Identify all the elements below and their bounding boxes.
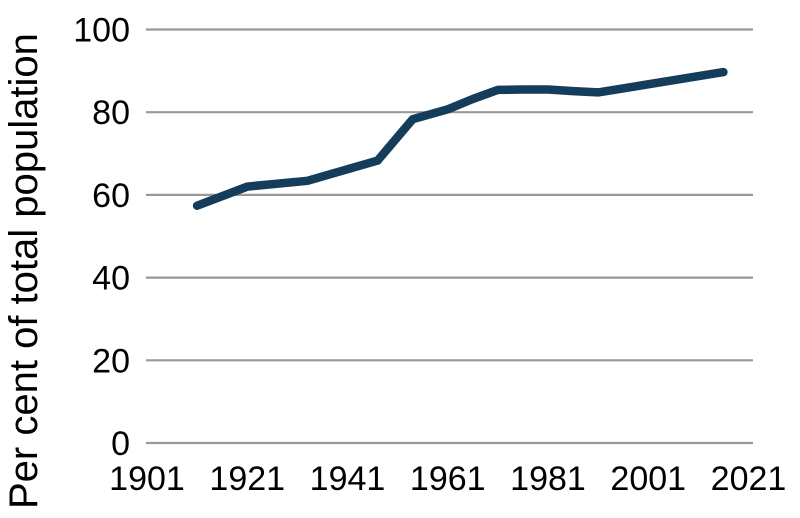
y-tick-label: 80 (92, 94, 130, 132)
gridlines (146, 28, 753, 445)
x-tick-label: 1981 (510, 460, 586, 498)
y-tick-label: 0 (111, 425, 130, 463)
x-tick-label: 2001 (610, 460, 686, 498)
y-tick-label: 20 (92, 342, 130, 380)
x-tick-label: 1961 (410, 460, 486, 498)
y-tick-label: 100 (73, 12, 130, 50)
x-tick-label: 2021 (711, 460, 787, 498)
y-tick-label: 40 (92, 260, 130, 298)
x-axis-tick-labels: 1901 1921 1941 1961 1981 2001 2021 (109, 460, 786, 498)
x-tick-label: 1901 (109, 460, 185, 498)
y-axis-tick-labels: 0 20 40 60 80 100 (73, 12, 130, 464)
x-tick-label: 1921 (209, 460, 285, 498)
data-line-series (192, 67, 728, 210)
y-tick-label: 60 (92, 177, 130, 215)
x-tick-label: 1941 (310, 460, 386, 498)
